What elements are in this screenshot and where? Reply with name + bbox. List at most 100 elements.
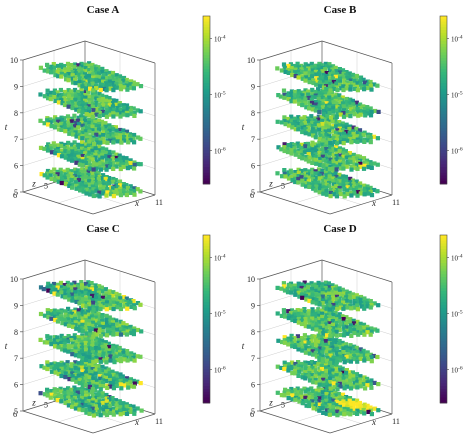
- data-point: [331, 185, 336, 190]
- data-point: [317, 359, 322, 364]
- data-point: [341, 291, 346, 296]
- data-point: [334, 380, 339, 385]
- data-point: [93, 123, 98, 128]
- data-point: [337, 186, 342, 191]
- data-point: [84, 321, 89, 326]
- data-point: [66, 118, 71, 123]
- data-point: [100, 155, 105, 160]
- colorbar: 10-410-510-6: [439, 15, 463, 185]
- data-point: [327, 364, 332, 369]
- data-point: [338, 371, 343, 376]
- data-point: [98, 82, 103, 87]
- data-point: [324, 349, 329, 354]
- data-point: [122, 109, 127, 114]
- data-point: [338, 99, 343, 104]
- data-point: [77, 162, 82, 167]
- data-point: [90, 326, 96, 332]
- data-point: [338, 351, 343, 357]
- data-point: [105, 409, 110, 414]
- data-point: [46, 122, 51, 127]
- data-point: [292, 283, 298, 288]
- data-point: [309, 336, 314, 341]
- data-point: [131, 299, 136, 304]
- data-point: [331, 166, 336, 171]
- data-point: [74, 299, 79, 304]
- data-point: [345, 378, 350, 383]
- data-point: [87, 71, 92, 76]
- data-point: [97, 102, 102, 107]
- colorbar-swatch: [203, 172, 210, 176]
- data-layer: [275, 113, 380, 146]
- data-point: [345, 407, 350, 412]
- data-point: [94, 112, 99, 117]
- data-point: [52, 394, 58, 399]
- data-point: [335, 134, 340, 139]
- colorbar-swatch: [440, 133, 447, 137]
- data-point: [51, 65, 56, 70]
- data-point: [354, 382, 360, 387]
- colorbar-swatch: [440, 274, 447, 278]
- data-point: [311, 352, 316, 357]
- data-point: [365, 184, 370, 189]
- data-point: [331, 332, 336, 337]
- data-point: [138, 84, 144, 89]
- data-point: [289, 66, 294, 71]
- data-point: [337, 182, 342, 187]
- data-point: [342, 82, 347, 87]
- data-point: [300, 375, 305, 380]
- data-point: [310, 320, 315, 325]
- data-point: [51, 141, 56, 146]
- data-point: [328, 397, 333, 402]
- data-point: [328, 188, 333, 193]
- data-point: [48, 120, 53, 125]
- data-point: [326, 121, 332, 126]
- data-layer: [276, 333, 380, 365]
- data-point: [126, 385, 131, 390]
- data-point: [310, 147, 315, 152]
- data-point: [345, 352, 350, 357]
- data-point: [323, 117, 328, 122]
- data-point: [101, 358, 107, 363]
- data-point: [91, 88, 96, 93]
- data-point: [300, 345, 305, 350]
- colorbar-swatch: [440, 279, 447, 283]
- data-point: [357, 154, 362, 159]
- data-point: [73, 320, 78, 325]
- data-point: [356, 160, 361, 165]
- data-point: [344, 135, 349, 140]
- data-point: [350, 292, 356, 297]
- colorbar-swatch: [440, 52, 447, 56]
- data-point: [325, 113, 330, 119]
- data-point: [321, 347, 326, 352]
- colorbar-swatch: [203, 150, 210, 154]
- data-point: [324, 71, 329, 76]
- data-point: [97, 399, 102, 404]
- colorbar-swatch: [440, 257, 447, 261]
- data-point: [66, 311, 71, 316]
- data-point: [358, 135, 363, 140]
- data-point: [328, 370, 333, 375]
- data-point: [307, 77, 312, 82]
- data-point: [299, 116, 304, 121]
- data-point: [121, 403, 126, 409]
- data-point: [331, 379, 336, 384]
- data-point: [299, 145, 304, 151]
- data-point: [77, 292, 82, 297]
- data-point: [66, 68, 71, 73]
- data-point: [321, 380, 326, 385]
- data-point: [338, 407, 343, 412]
- colorbar-tick-label: 10-4: [214, 253, 226, 262]
- data-point: [285, 338, 290, 343]
- data-point: [104, 399, 109, 404]
- data-point: [313, 368, 318, 373]
- data-point: [358, 384, 363, 389]
- data-point: [91, 108, 96, 113]
- data-point: [358, 353, 363, 358]
- data-point: [313, 388, 319, 393]
- colorbar-swatch: [440, 94, 447, 98]
- data-point: [97, 329, 102, 334]
- data-point: [327, 110, 332, 116]
- data-point: [338, 110, 343, 115]
- data-point: [66, 373, 72, 378]
- data-point: [304, 403, 309, 408]
